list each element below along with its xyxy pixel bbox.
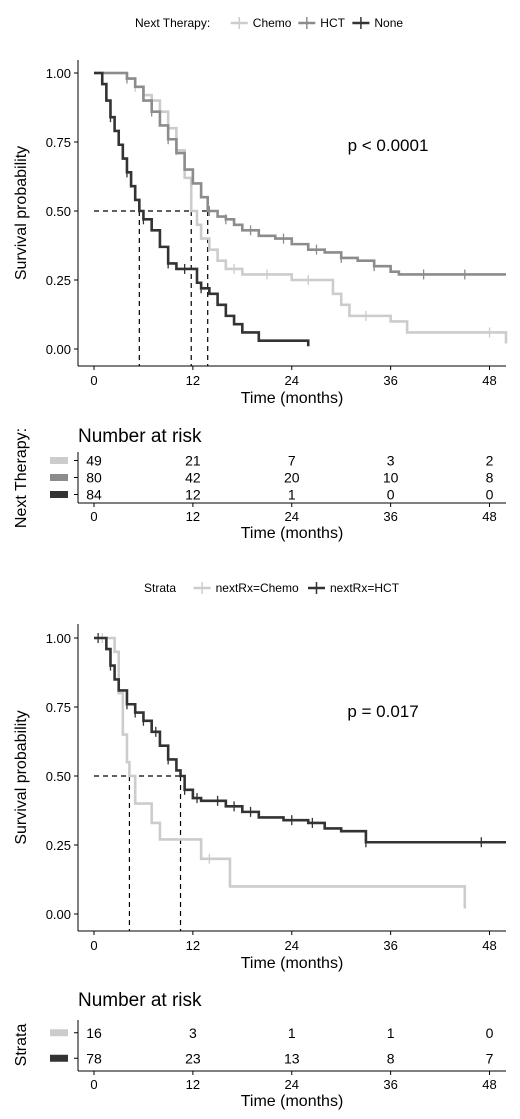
risk-table-y-title: Next Therapy:: [13, 428, 30, 528]
x-tick-label: 12: [186, 938, 200, 953]
risk-count: 7: [288, 453, 296, 469]
legend-label: HCT: [320, 16, 345, 30]
risk-count: 1: [288, 487, 296, 503]
x-tick-label: 0: [90, 509, 97, 524]
y-tick-label: 0.50: [46, 769, 71, 784]
risk-count: 49: [86, 453, 102, 469]
legend-label: nextRx=HCT: [330, 581, 400, 595]
legend-label: None: [374, 16, 403, 30]
y-tick-label: 0.00: [46, 342, 71, 357]
x-tick-label: 36: [383, 1077, 397, 1092]
x-tick-label: 12: [186, 373, 200, 388]
x-tick-label: 0: [90, 938, 97, 953]
x-tick-label: 36: [383, 509, 397, 524]
risk-count: 42: [185, 470, 201, 486]
risk-count: 16: [86, 1025, 102, 1041]
risk-count: 1: [288, 1025, 296, 1041]
x-tick-label: 0: [90, 373, 97, 388]
risk-count: 7: [486, 1050, 494, 1066]
legend-label: Chemo: [253, 16, 292, 30]
survival-curve: [94, 71, 508, 344]
legend-title: Strata: [144, 581, 176, 595]
risk-count: 20: [284, 470, 300, 486]
y-tick-label: 0.50: [46, 204, 71, 219]
x-tick-label: 48: [482, 938, 496, 953]
risk-count: 0: [486, 1025, 494, 1041]
y-tick-label: 1.00: [46, 66, 71, 81]
risk-count: 1: [387, 1025, 395, 1041]
x-tick-label: 36: [383, 938, 397, 953]
x-tick-label: 0: [90, 1077, 97, 1092]
risk-count: 8: [486, 470, 494, 486]
y-axis-title: Survival probability: [13, 146, 30, 280]
y-tick-label: 0.25: [46, 838, 71, 853]
risk-count: 12: [185, 487, 201, 503]
x-tick-label: 48: [482, 1077, 496, 1092]
p-value-annotation: p = 0.017: [347, 702, 418, 721]
p-value-annotation: p < 0.0001: [348, 136, 429, 155]
risk-count: 78: [86, 1050, 102, 1066]
risk-table-title: Number at risk: [78, 990, 202, 1011]
risk-count: 10: [383, 470, 399, 486]
risk-count: 3: [189, 1025, 197, 1041]
survival-curve: [94, 71, 310, 347]
risk-count: 80: [86, 470, 102, 486]
risk-count: 23: [185, 1050, 201, 1066]
y-tick-label: 0.25: [46, 273, 71, 288]
x-tick-label: 12: [186, 509, 200, 524]
x-tick-label: 24: [285, 373, 299, 388]
risk-count: 13: [284, 1050, 300, 1066]
y-axis-title: Survival probability: [13, 710, 30, 844]
x-tick-label: 24: [285, 1077, 299, 1092]
risk-table-title: Number at risk: [78, 426, 202, 447]
x-tick-label: 36: [383, 373, 397, 388]
risk-count: 84: [86, 487, 102, 503]
x-axis-title: Time (months): [241, 1093, 344, 1110]
y-tick-label: 1.00: [46, 631, 71, 646]
risk-count: 3: [387, 453, 395, 469]
survival-curve: [94, 636, 506, 844]
legend-label: nextRx=Chemo: [216, 581, 299, 595]
x-tick-label: 48: [482, 373, 496, 388]
survival-curve: [94, 636, 467, 909]
risk-count: 0: [387, 487, 395, 503]
x-axis-title: Time (months): [241, 955, 344, 972]
risk-table-y-title: Strata: [13, 1024, 30, 1067]
risk-count: 21: [185, 453, 201, 469]
y-tick-label: 0.75: [46, 135, 71, 150]
x-axis-title: Time (months): [241, 390, 344, 407]
x-tick-label: 24: [285, 938, 299, 953]
risk-count: 8: [387, 1050, 395, 1066]
risk-count: 0: [486, 487, 494, 503]
legend-title: Next Therapy:: [135, 16, 210, 30]
y-tick-label: 0.00: [46, 907, 71, 922]
x-tick-label: 48: [482, 509, 496, 524]
survival-curve: [94, 71, 506, 276]
x-axis-title: Time (months): [241, 525, 344, 542]
x-tick-label: 12: [186, 1077, 200, 1092]
x-tick-label: 24: [285, 509, 299, 524]
y-tick-label: 0.75: [46, 700, 71, 715]
risk-count: 2: [486, 453, 494, 469]
